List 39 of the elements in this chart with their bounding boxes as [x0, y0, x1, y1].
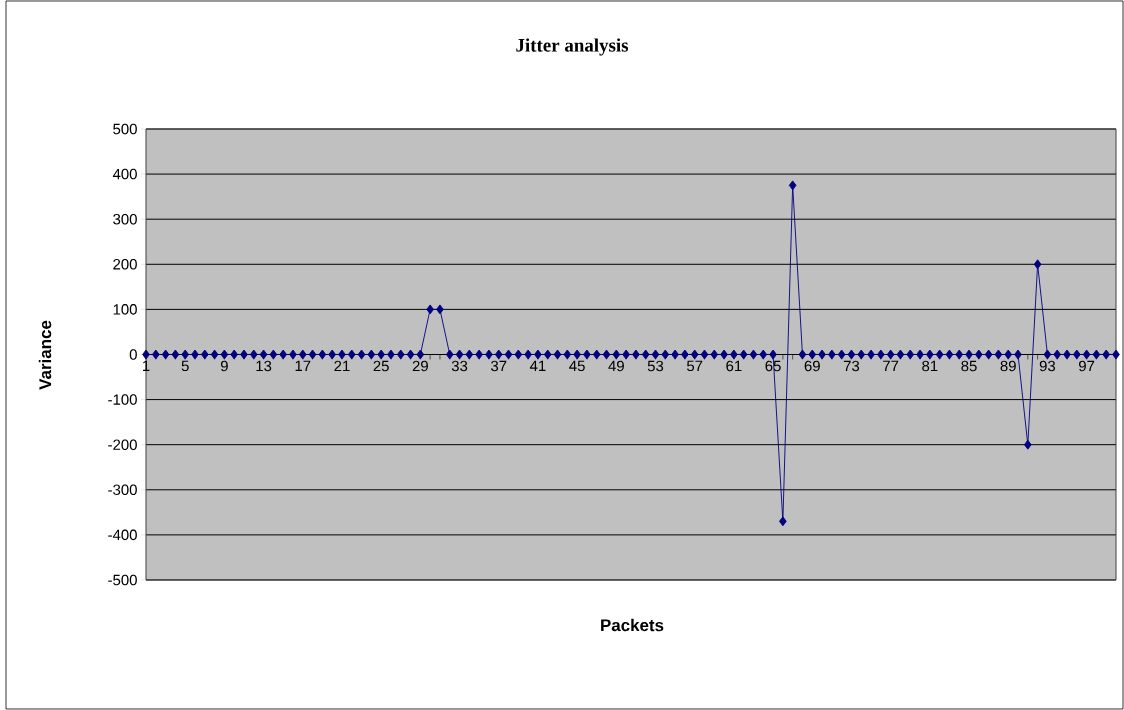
x-tick-label: 33 [451, 360, 468, 372]
x-tick-label: 29 [412, 360, 428, 372]
x-tick-label: 93 [1039, 360, 1056, 372]
x-tick-label: 37 [490, 360, 507, 372]
x-tick-label: 69 [804, 360, 820, 372]
y-tick-label: -100 [108, 394, 137, 405]
y-tick-label: -200 [108, 439, 137, 450]
x-tick-label: 1 [142, 360, 150, 371]
x-tick-label: 81 [922, 360, 938, 372]
y-tick-label: 0 [129, 349, 137, 360]
y-tick-label: 100 [113, 304, 137, 315]
y-tick-label: 300 [113, 213, 137, 225]
x-tick-label: 41 [529, 360, 546, 371]
x-axis-title: Packets [601, 618, 664, 632]
x-tick-label: 17 [295, 360, 311, 371]
x-tick-label: 61 [726, 360, 742, 372]
x-tick-label: 85 [961, 360, 977, 372]
x-tick-label: 97 [1079, 360, 1095, 372]
y-tick-label: 500 [113, 123, 137, 135]
x-tick-label: 49 [608, 360, 624, 372]
x-tick-label: 21 [334, 360, 350, 372]
x-tick-label: 65 [765, 360, 781, 372]
x-tick-label: 9 [220, 360, 228, 372]
x-tick-label: 73 [843, 360, 860, 372]
x-tick-label: 13 [256, 360, 272, 372]
x-tick-label: 77 [883, 360, 899, 371]
y-tick-label: -300 [108, 484, 137, 496]
x-tick-label: 45 [569, 360, 585, 372]
y-tick-label: 200 [113, 258, 137, 270]
y-axis-title: Variance [38, 320, 52, 390]
x-tick-label: 57 [686, 360, 703, 372]
x-tick-label: 53 [647, 360, 664, 372]
y-tick-label: 400 [112, 168, 137, 180]
x-tick-label: 89 [1000, 360, 1016, 372]
x-tick-label: 25 [373, 360, 389, 372]
y-tick-label: -400 [108, 529, 137, 541]
y-tick-label: -500 [108, 574, 137, 586]
chart-title: Jitter analysis [516, 38, 629, 56]
x-tick-label: 5 [181, 360, 189, 372]
